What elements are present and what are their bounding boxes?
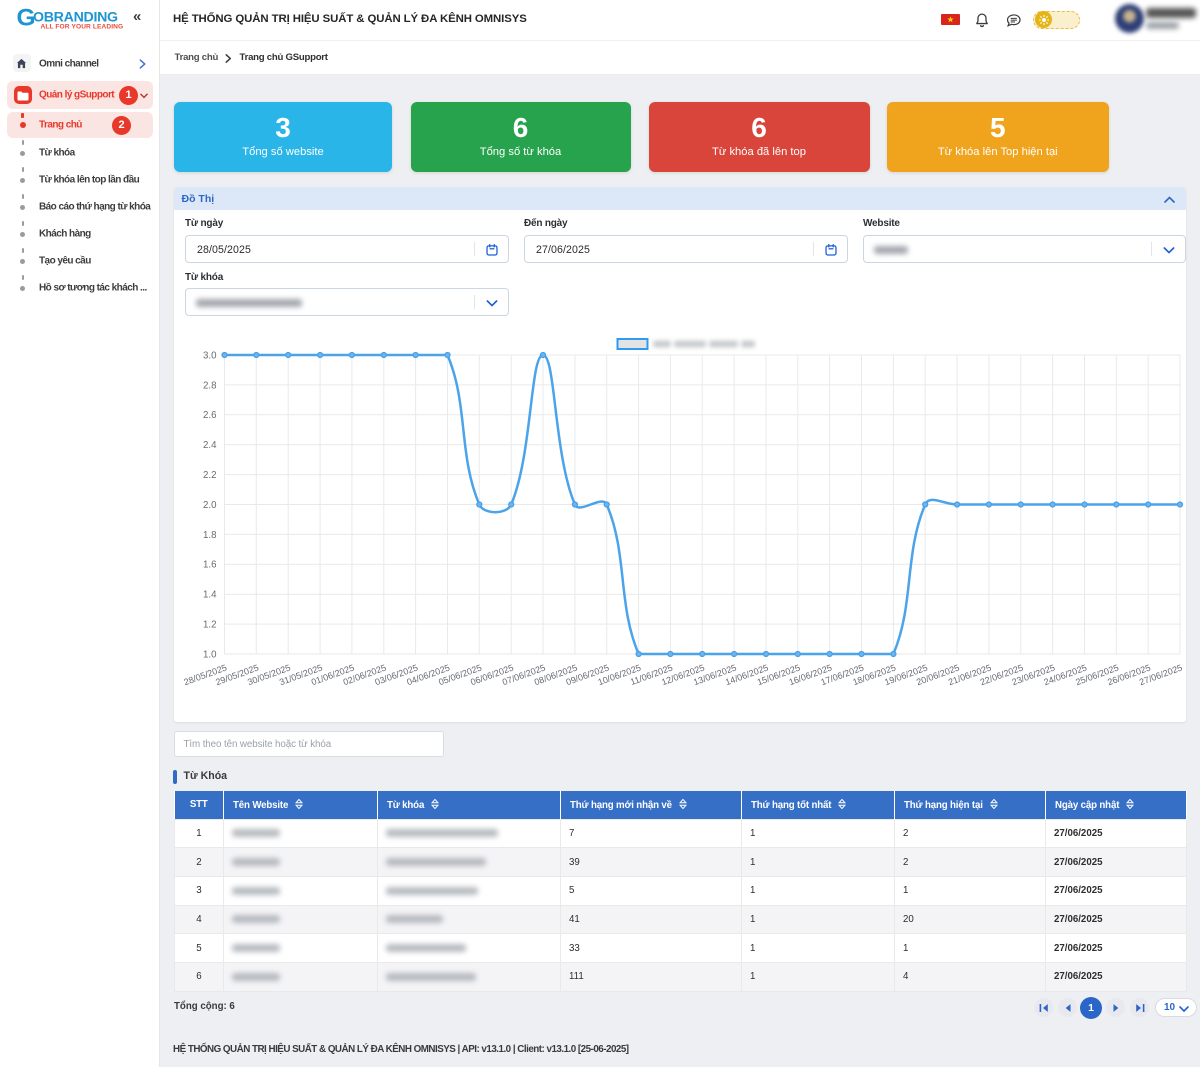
svg-text:2.0: 2.0	[203, 500, 217, 511]
svg-text:3.0: 3.0	[203, 350, 217, 361]
svg-text:1.0: 1.0	[203, 649, 217, 660]
svg-text:OBRANDING: OBRANDING	[33, 10, 118, 26]
svg-text:ALL FOR YOUR LEADING: ALL FOR YOUR LEADING	[41, 24, 124, 31]
svg-text:1.8: 1.8	[203, 530, 216, 541]
svg-text:1.6: 1.6	[203, 560, 216, 571]
svg-text:2.8: 2.8	[203, 380, 216, 391]
svg-text:1.4: 1.4	[203, 590, 217, 601]
svg-text:2.2: 2.2	[203, 470, 216, 481]
svg-text:2.6: 2.6	[203, 410, 216, 421]
svg-text:G: G	[17, 5, 36, 32]
svg-text:2.4: 2.4	[203, 440, 217, 451]
svg-text:1.2: 1.2	[203, 620, 216, 631]
